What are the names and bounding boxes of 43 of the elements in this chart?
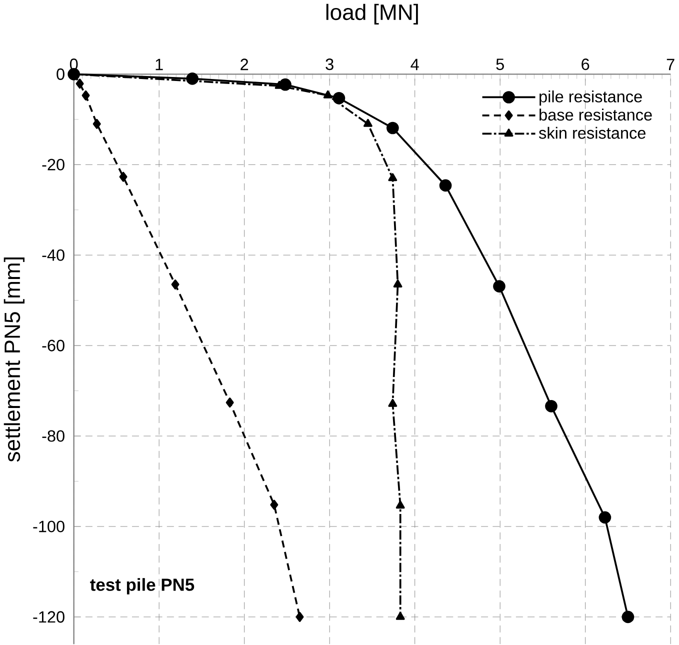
point [332,92,346,104]
point [363,119,372,128]
legend-label: base resistance [540,108,652,121]
y-tick-label: 0 [56,68,64,80]
y-tick-label: -20 [42,159,64,171]
y-tick-label: -100 [33,520,64,532]
point [598,511,612,524]
x-tick-label: 4 [410,59,419,70]
point [396,500,405,509]
point [388,399,398,408]
point [493,280,506,293]
point [92,119,101,130]
x-tick-label: 3 [326,58,334,70]
x-tick-label: 1 [156,59,163,70]
point [396,612,405,620]
point [296,612,304,622]
legend-label: skin resistance [538,127,646,140]
point [545,400,558,412]
x-tick-label: 5 [496,58,504,70]
point [386,122,399,134]
point [76,78,84,89]
point [171,280,180,290]
y-tick-label: -40 [42,249,64,262]
point [226,398,234,408]
y-axis-title: settlement PN5 [mm] [4,258,24,462]
point [186,72,198,86]
annotation: test pile PN5 [90,578,194,595]
point [119,172,128,182]
legend-label: pile resistance [540,90,642,106]
y-tick-label: -60 [42,340,64,352]
x-tick-label: 7 [666,59,674,70]
point [622,610,634,624]
point [270,500,278,510]
point [388,173,398,182]
x-axis-title: load [MN] [326,4,418,25]
y-tick-label: -80 [42,430,64,442]
y-tick-label: -120 [33,611,64,623]
point [439,179,452,192]
point [393,280,402,288]
x-tick-label: 6 [582,58,590,70]
point [82,90,90,101]
point [323,90,332,99]
x-tick-label: 2 [240,58,248,70]
